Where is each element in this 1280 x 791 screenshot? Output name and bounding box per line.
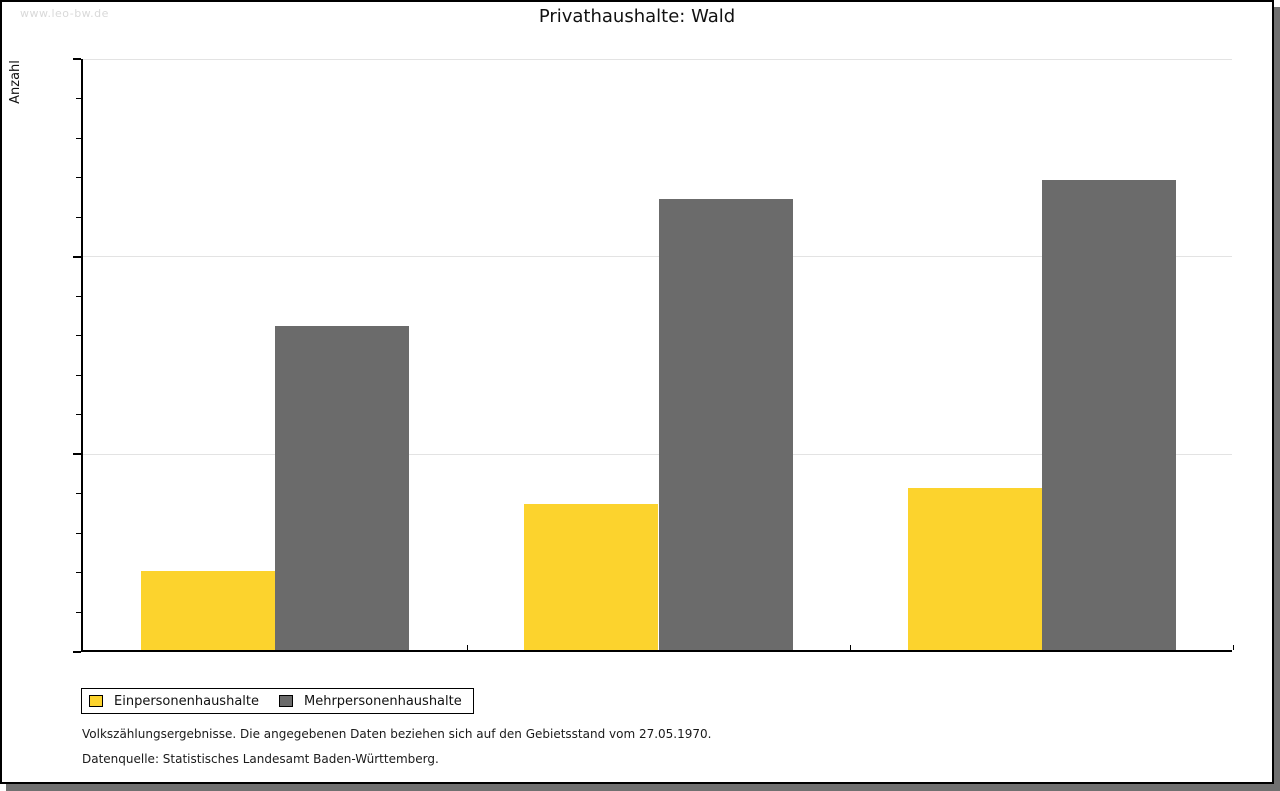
y-axis-minor-tick xyxy=(76,335,81,337)
y-axis-minor-tick xyxy=(76,414,81,416)
watermark: www.leo-bw.de xyxy=(20,7,109,20)
y-gridline xyxy=(83,58,1232,60)
y-axis-minor-tick xyxy=(76,572,81,574)
legend: Einpersonenhaushalte Mehrpersonenhaushalt… xyxy=(81,688,474,714)
footnote-data-source: Datenquelle: Statistisches Landesamt Bad… xyxy=(82,752,439,766)
legend-label: Einpersonenhaushalte xyxy=(114,693,259,709)
legend-swatch-yellow xyxy=(89,695,103,707)
bar-einpersonenhaushalte-1970 xyxy=(907,487,1043,650)
y-axis-major-tick xyxy=(73,651,81,653)
y-axis-minor-tick xyxy=(76,374,81,376)
x-axis-boundary-tick xyxy=(466,645,468,650)
x-axis-end-tick xyxy=(1233,645,1234,650)
y-axis-minor-tick xyxy=(76,295,81,297)
y-axis-minor-tick xyxy=(76,216,81,218)
chart-title: Privathaushalte: Wald xyxy=(538,6,736,27)
y-axis-minor-tick xyxy=(76,98,81,100)
y-gridline xyxy=(83,453,1232,455)
y-axis-minor-tick xyxy=(76,137,81,139)
bar-mehrpersonenhaushalte-1950 xyxy=(274,325,410,650)
y-axis-label: Anzahl xyxy=(8,60,23,104)
footnote-survey-note: Volkszählungsergebnisse. Die angegebenen… xyxy=(82,727,712,741)
y-axis-minor-tick xyxy=(76,611,81,613)
legend-label: Mehrpersonenhaushalte xyxy=(304,693,462,709)
y-gridline xyxy=(83,256,1232,258)
x-axis-boundary-tick xyxy=(850,645,852,650)
y-axis-major-tick xyxy=(73,255,81,258)
y-axis-minor-tick xyxy=(76,532,81,534)
legend-swatch-gray xyxy=(279,695,293,707)
y-axis-major-tick xyxy=(73,58,81,60)
legend-item: Mehrpersonenhaushalte xyxy=(279,694,462,709)
bar-einpersonenhaushalte-1950 xyxy=(140,570,275,650)
y-axis-major-tick xyxy=(73,453,81,456)
y-axis-minor-tick xyxy=(76,177,81,179)
bar-mehrpersonenhaushalte-1961 xyxy=(658,199,793,650)
bar-einpersonenhaushalte-1961 xyxy=(524,503,659,650)
bar-mehrpersonenhaushalte-1970 xyxy=(1042,179,1177,650)
y-axis-minor-tick xyxy=(76,493,81,495)
legend-item: Einpersonenhaushalte xyxy=(89,694,259,709)
plot-area xyxy=(73,58,1234,653)
